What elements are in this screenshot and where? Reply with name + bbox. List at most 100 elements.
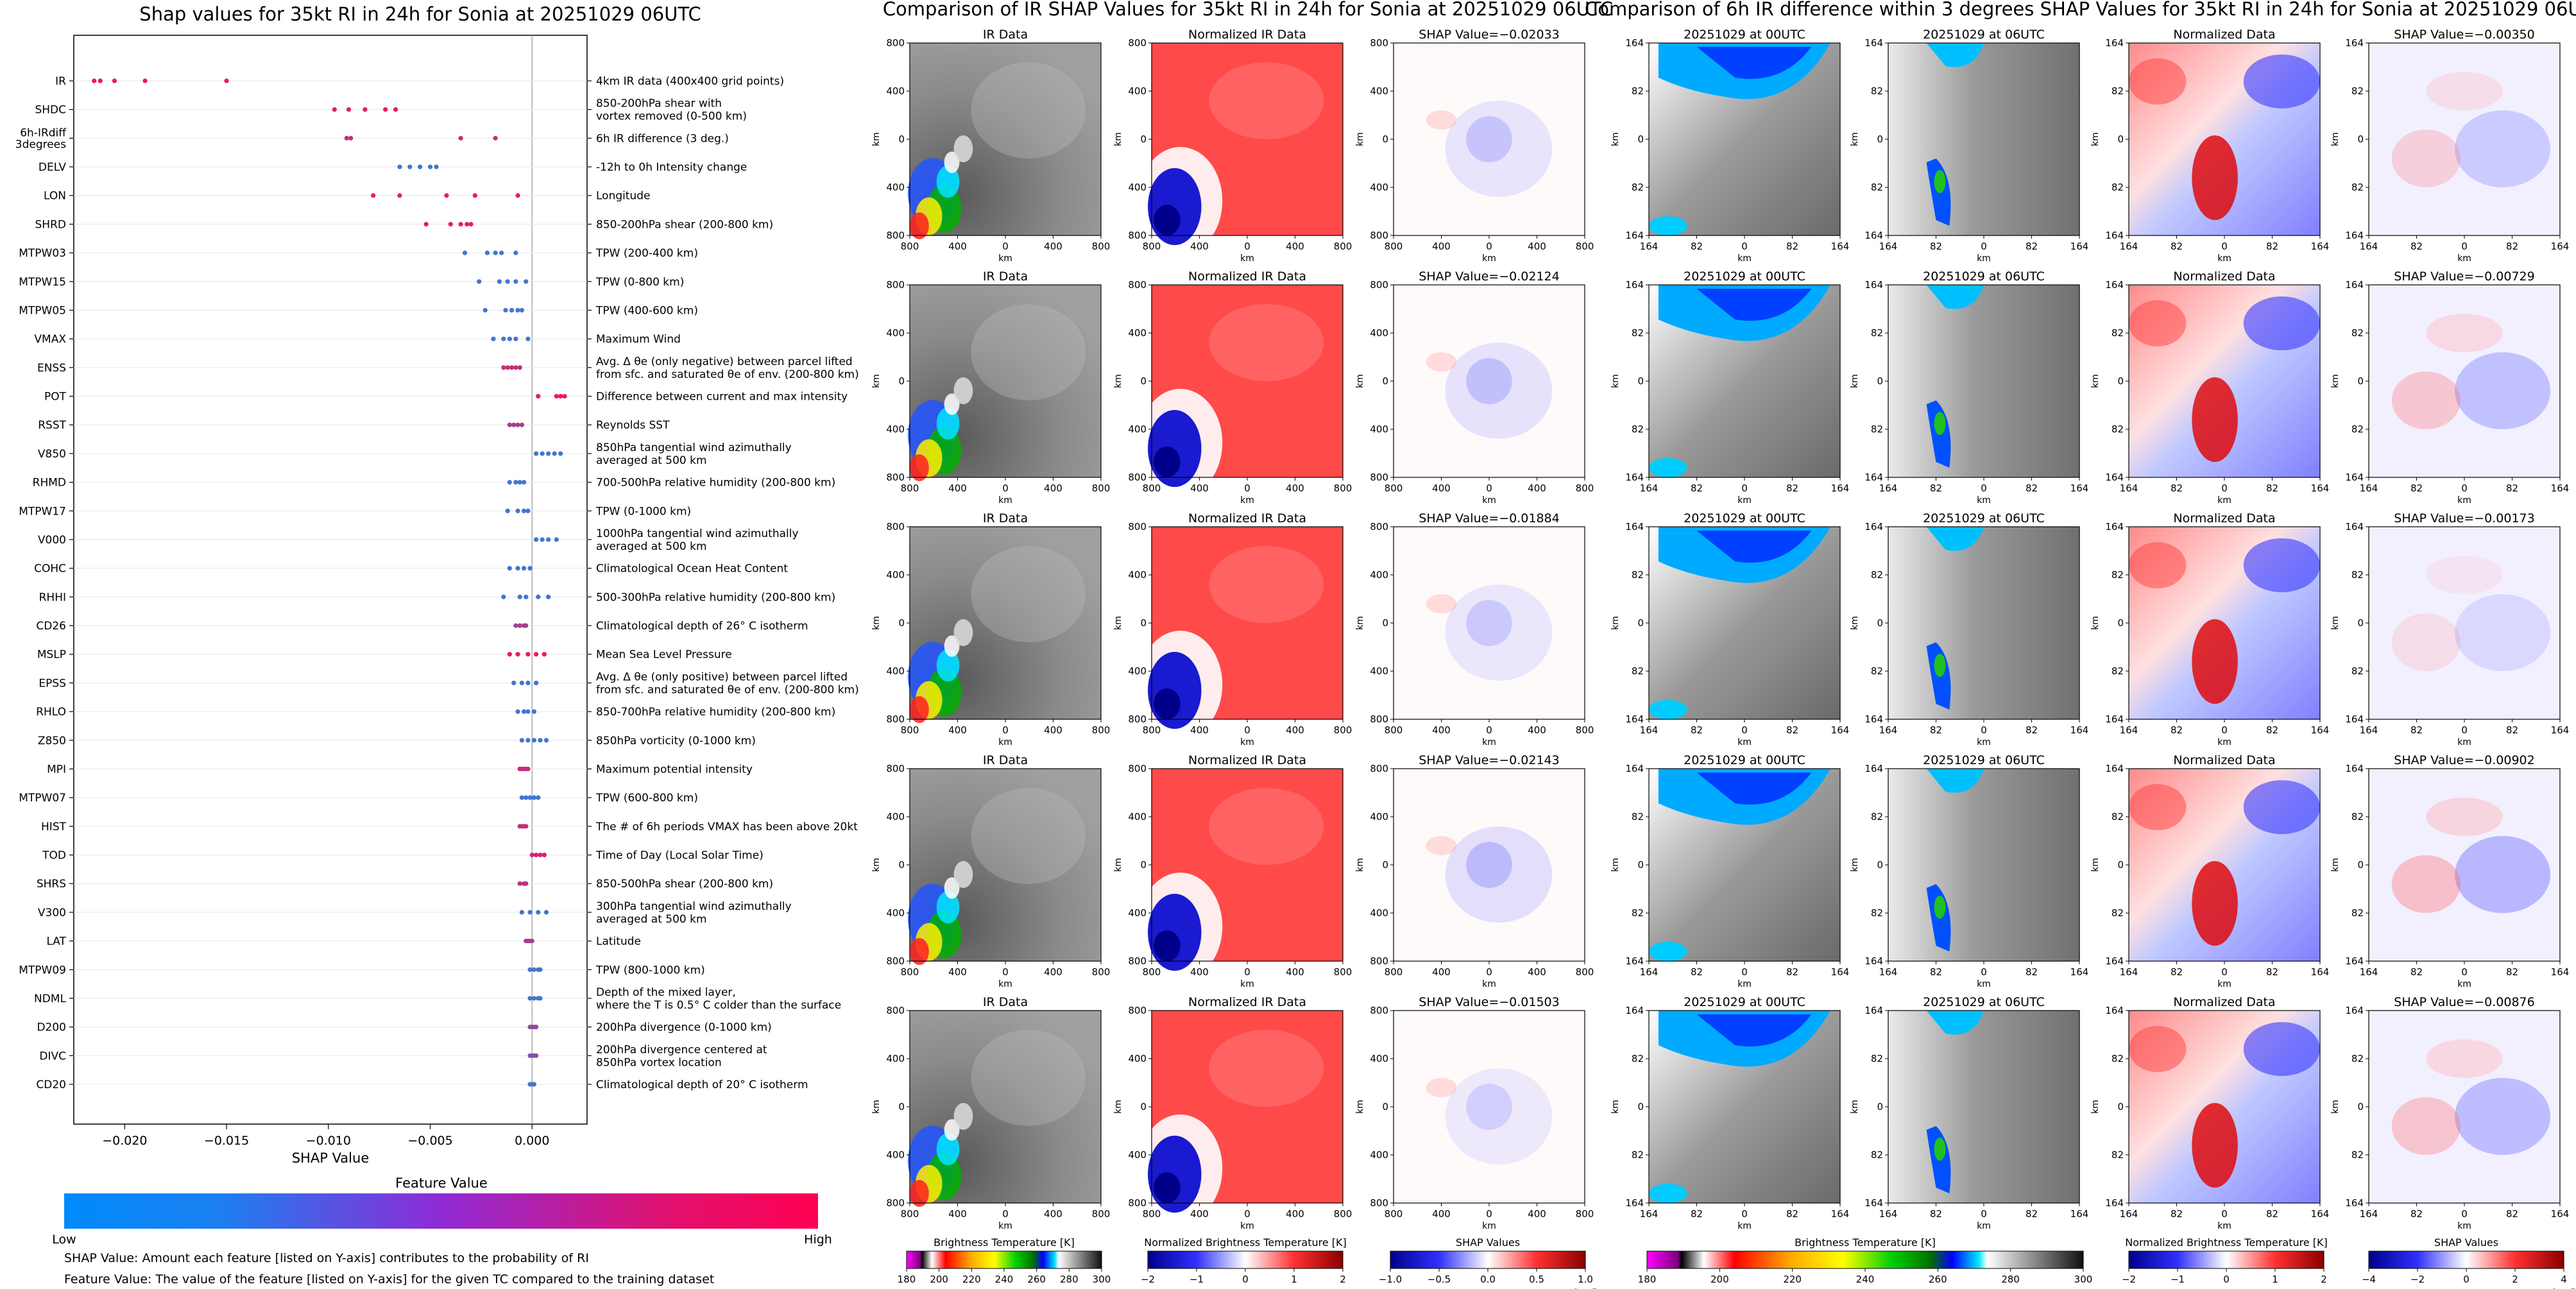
colorbar-tick-label: 0: [1242, 1274, 1249, 1285]
y-tick-label: 82: [2351, 907, 2364, 919]
x-tick-label: 82: [1691, 241, 1703, 252]
y-axis-label: km: [2090, 1100, 2101, 1114]
panel-title: Normalized Data: [2173, 753, 2275, 767]
x-tick-label: 0: [2221, 1208, 2228, 1220]
feature-name: MTPW09: [19, 964, 66, 977]
feature-description: Depth of the mixed layer, where the T is …: [596, 986, 841, 1012]
y-axis-label: km: [871, 616, 882, 630]
feature-description: Latitude: [596, 935, 641, 948]
x-tick-label: 0: [1002, 241, 1009, 252]
panel-title: IR Data: [983, 511, 1028, 525]
y-tick-label: 800: [886, 230, 905, 241]
x-tick-label: 0: [2221, 241, 2228, 252]
shap-point: [497, 279, 502, 284]
x-tick-label: 82: [1691, 966, 1703, 978]
shap-point: [517, 594, 522, 599]
shap-point: [527, 910, 533, 915]
colorbar-tick-label: −1.0: [1379, 1274, 1402, 1285]
y-tick-label: 0: [1877, 859, 1883, 871]
x-tick-label: 0: [2221, 966, 2228, 978]
feature-value-high-label: High: [804, 1233, 832, 1247]
y-tick-label: 400: [1370, 85, 1388, 97]
y-tick-label: 0: [2117, 617, 2124, 629]
x-axis-label: km: [1977, 979, 1991, 989]
y-tick-label: 82: [2111, 85, 2124, 97]
y-axis-label: km: [1610, 616, 1621, 630]
feature-description: 850-500hPa shear (200-800 km): [596, 878, 773, 891]
shap-blob: [1445, 1068, 1553, 1165]
x-tick-label: 82: [2506, 482, 2518, 494]
colorbar-tick-label: 2: [2512, 1274, 2518, 1285]
feature-name: CD26: [36, 620, 66, 633]
norm-blob: [1148, 410, 1202, 487]
y-axis-label: km: [2090, 616, 2101, 630]
feature-description: 300hPa tangential wind azimuthally averag…: [596, 900, 792, 926]
shap-point: [554, 537, 559, 542]
shap-point: [531, 795, 537, 800]
panel-title: Normalized Data: [2173, 995, 2275, 1009]
panel-title: SHAP Value=−0.00876: [2394, 995, 2534, 1009]
x-tick-label: 164: [1640, 966, 1659, 978]
shap-point: [519, 738, 525, 743]
feature-description: 850-700hPa relative humidity (200-800 km…: [596, 706, 835, 719]
y-tick-label: 164: [1864, 37, 1883, 49]
x-axis-label: km: [998, 979, 1012, 989]
y-tick-label: 82: [2111, 1053, 2124, 1064]
panel-title: SHAP Value=−0.00902: [2394, 753, 2534, 767]
shap-point: [515, 566, 520, 571]
x-axis-label: km: [2457, 737, 2471, 747]
y-tick-label: 800: [1370, 713, 1388, 725]
colorbar-label: Normalized Brightness Temperature [K]: [2125, 1236, 2328, 1249]
x-tick-label: 800: [1576, 1208, 1594, 1220]
panel-title: IR Data: [983, 269, 1028, 284]
x-tick-label: 164: [2070, 241, 2089, 252]
x-tick-label: 0: [1244, 1208, 1250, 1220]
norm-blob: [1148, 652, 1202, 729]
x-tick-label: 82: [2410, 724, 2423, 736]
x-tick-label: 0: [1981, 724, 1987, 736]
y-tick-label: 82: [1632, 182, 1644, 193]
x-tick-label: 800: [1092, 241, 1111, 252]
x-axis-label: km: [1482, 1221, 1496, 1231]
cloud-blob: [971, 546, 1086, 642]
panel-title: SHAP Value=−0.02033: [1419, 28, 1559, 42]
y-tick-label: 400: [1370, 1149, 1388, 1161]
cloud-blob: [953, 619, 973, 646]
y-axis-label: km: [2330, 374, 2341, 388]
shap-point: [507, 336, 512, 341]
x-tick-label: 0: [1741, 482, 1748, 494]
shap-point: [525, 766, 531, 772]
colorbar-tick-label: 200: [930, 1274, 948, 1285]
feature-name: RHMD: [33, 477, 66, 490]
x-tick-label: 800: [1334, 724, 1352, 736]
shap-image: [1394, 769, 1585, 961]
feature-name: IR: [55, 75, 66, 88]
panel-title: 20251029 at 00UTC: [1684, 511, 1805, 525]
feature-name: Z850: [38, 735, 66, 747]
diff-t6-image: [1888, 1011, 2079, 1203]
x-tick-label: 164: [2120, 724, 2138, 736]
x-tick-label: 82: [2266, 724, 2278, 736]
x-tick-label: 164: [1879, 482, 1898, 494]
x-tick-label: 800: [1143, 1208, 1161, 1220]
x-tick-label: 82: [2410, 1208, 2423, 1220]
x-tick-label: 164: [2360, 966, 2378, 978]
feature-value-colorbar: [64, 1193, 818, 1229]
shap-blob: [1466, 600, 1512, 646]
shap-point: [558, 451, 563, 456]
shap-point: [397, 164, 402, 169]
y-tick-label: 0: [1637, 375, 1644, 387]
cloud-blob: [910, 938, 929, 965]
colorbar-tick-label: 260: [1027, 1274, 1046, 1285]
shap-point: [519, 795, 525, 800]
shap-point: [524, 881, 529, 886]
x-tick-label: 82: [1930, 966, 1942, 978]
shap-point: [538, 852, 543, 858]
cloud-core: [1934, 896, 1946, 919]
x-tick-label: 400: [948, 482, 967, 494]
y-axis-label: km: [2090, 132, 2101, 146]
y-tick-label: 82: [1871, 1149, 1883, 1161]
shap-point: [505, 508, 510, 513]
y-tick-label: 0: [2357, 375, 2364, 387]
x-tick-label: 164: [2070, 1208, 2089, 1220]
